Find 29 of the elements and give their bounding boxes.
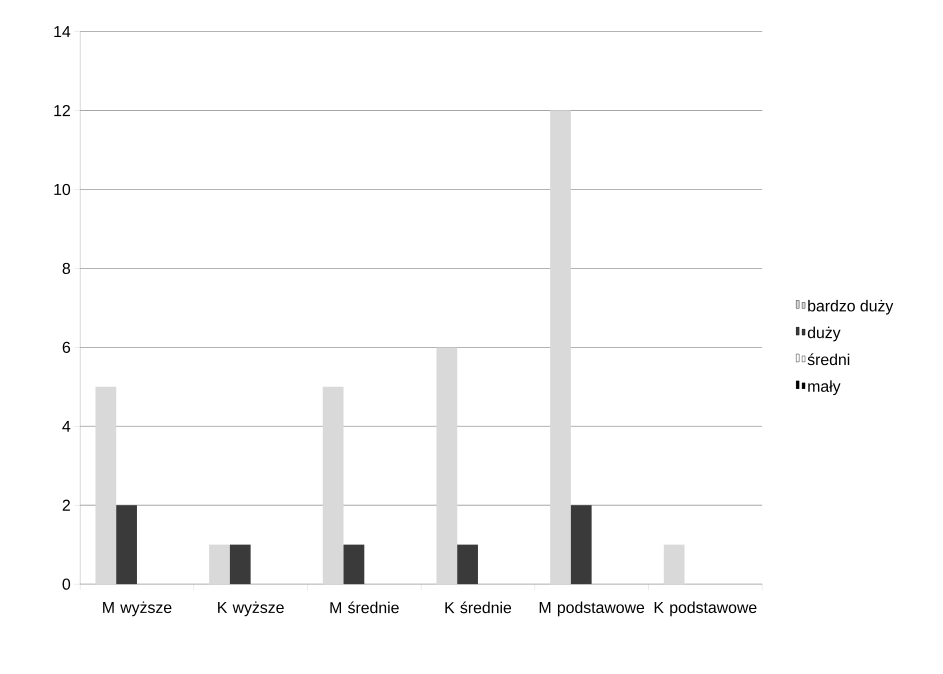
y-tick-label: 6 xyxy=(62,342,70,353)
bar xyxy=(116,505,137,584)
y-tick-label: 14 xyxy=(54,26,70,38)
y-tick-label: 0 xyxy=(62,578,70,590)
x-tick-label: K podstawowe xyxy=(654,601,756,616)
bar xyxy=(664,544,685,584)
bar xyxy=(209,544,230,584)
bar xyxy=(322,386,344,584)
legend-label: średni xyxy=(808,353,850,366)
legend-label: mały xyxy=(808,380,841,396)
bar xyxy=(570,505,592,584)
y-tick-label: 4 xyxy=(62,420,70,432)
bar xyxy=(436,347,458,584)
bar xyxy=(550,110,571,584)
bar xyxy=(95,386,116,584)
y-tick-label: 10 xyxy=(54,184,70,196)
bar xyxy=(457,544,478,584)
x-tick-label: K średnie xyxy=(445,601,512,614)
bar xyxy=(344,544,364,584)
legend-label: duży xyxy=(808,326,841,342)
x-tick-label: K wyższe xyxy=(218,601,284,616)
y-tick-label: 12 xyxy=(54,105,70,116)
x-tick-label: M wyższe xyxy=(103,601,172,616)
legend-label: bardzo duży xyxy=(808,300,894,315)
y-tick-label: 8 xyxy=(62,262,70,274)
x-tick-label: M podstawowe xyxy=(540,601,644,616)
y-tick-label: 2 xyxy=(62,500,70,511)
x-tick-label: M średnie xyxy=(330,601,399,614)
bar xyxy=(230,544,251,584)
